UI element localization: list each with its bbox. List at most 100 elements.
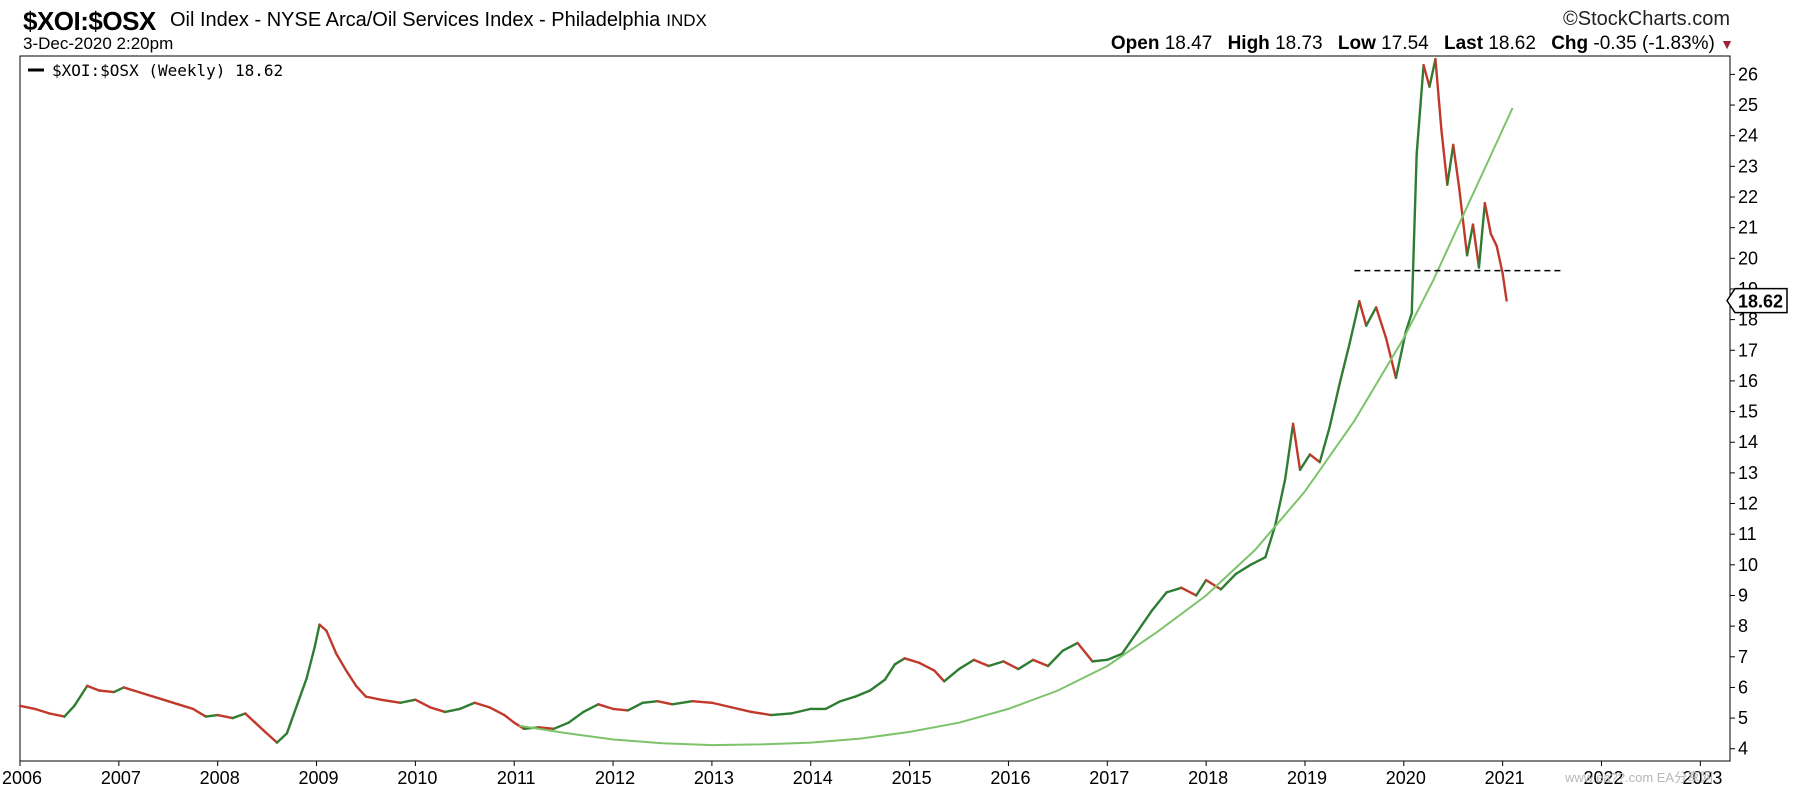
price-segment (176, 703, 195, 711)
y-tick-label: 6 (1738, 677, 1748, 697)
x-tick-label: 2013 (694, 768, 734, 788)
price-segment (305, 646, 316, 680)
y-tick-label: 12 (1738, 494, 1758, 514)
last-value: 18.62 (1488, 33, 1536, 54)
y-tick-label: 18 (1738, 310, 1758, 330)
trend-curve (519, 107, 1514, 747)
x-tick-label: 2018 (1188, 768, 1228, 788)
y-tick-label: 25 (1738, 95, 1758, 115)
last-value-tag-shape (1726, 287, 1788, 314)
low-value: 17.54 (1381, 33, 1429, 54)
price-segment (354, 684, 368, 698)
y-tick-label: 21 (1738, 218, 1758, 238)
price-segment (162, 698, 180, 706)
copyright-icon: © (1562, 8, 1578, 30)
price-segment (597, 703, 615, 711)
price-segment (789, 707, 812, 715)
price-segment (263, 730, 279, 744)
price-segment (364, 695, 382, 701)
price-segment (313, 623, 321, 649)
last-label: Last (1444, 33, 1484, 54)
price-segment (1120, 631, 1139, 655)
price-segment (567, 710, 585, 724)
price-segment (839, 695, 857, 703)
price-segment (1150, 591, 1168, 613)
price-segment (335, 652, 348, 672)
watermark: www.ea??.com EA分享网 (1564, 770, 1713, 785)
y-tick-label: 17 (1738, 340, 1758, 360)
y-tick-label: 10 (1738, 555, 1758, 575)
high-value: 18.73 (1275, 33, 1323, 54)
price-segment (582, 703, 600, 714)
price-segment (63, 704, 76, 718)
y-tick-label: 15 (1738, 402, 1758, 422)
open-value: 18.47 (1164, 33, 1213, 54)
price-segment (122, 686, 135, 692)
price-segment (641, 700, 659, 704)
brand-name: StockCharts.com (1577, 8, 1730, 30)
price-segment (1091, 658, 1109, 663)
price-segment (503, 713, 516, 724)
price-segment (1501, 272, 1508, 302)
price-segment (883, 663, 896, 681)
price-segment (671, 700, 694, 706)
exchange-code: INDX (666, 11, 707, 30)
price-segment (957, 658, 976, 671)
price-segment (1446, 143, 1455, 186)
price-segment (1483, 201, 1492, 235)
price-segment (1477, 201, 1487, 269)
price-segment (1298, 453, 1312, 472)
x-tick-label: 2022 (1583, 768, 1623, 788)
price-segment (1338, 342, 1351, 386)
price-segment (1195, 578, 1208, 597)
price-segment (690, 700, 714, 704)
y-tick-label: 16 (1738, 371, 1758, 391)
price-segment (1495, 244, 1504, 275)
price-segment (1204, 578, 1223, 591)
price-segment (73, 684, 89, 708)
quote-datetime: 3-Dec-2020 2:20pm (23, 34, 174, 53)
open-label: Open (1110, 33, 1160, 54)
x-axis: 2006 2007 2008 2009 2010 2011 2012 2013 2014 2015… (2, 761, 1722, 788)
price-segment (1135, 609, 1153, 634)
price-segment (513, 721, 526, 731)
price-segment (1465, 223, 1475, 257)
low-label: Low (1337, 33, 1376, 54)
quote-summary: Open 18.47 High 18.73 Low 17.54 Last 18.… (1111, 33, 1734, 55)
y-tick-label: 4 (1738, 739, 1748, 759)
price-segment (730, 706, 753, 714)
x-tick-label: 2021 (1485, 768, 1525, 788)
price-segment (443, 707, 462, 714)
price-segment (18, 704, 37, 711)
price-segment (458, 701, 476, 711)
x-tick-label: 2010 (397, 768, 437, 788)
price-segment (244, 712, 257, 724)
chg-value: -0.35 (-1.83%) (1593, 33, 1715, 54)
down-triangle-icon: ▼ (1720, 36, 1734, 52)
price-segment (987, 660, 1005, 668)
x-tick-label: 2016 (990, 768, 1030, 788)
price-segment (611, 707, 630, 712)
price-segment (626, 701, 644, 712)
last-value-label: 18.62 (1738, 292, 1783, 312)
price-segment (86, 684, 101, 692)
legend: $XOI:$OSX (Weekly) 18.62 (28, 61, 283, 80)
brand[interactable]: ©StockCharts.com (1563, 8, 1730, 31)
price-segment (254, 721, 267, 734)
high-label: High (1227, 33, 1270, 54)
price-segment (918, 661, 936, 672)
price-segment (1219, 572, 1237, 591)
price-segment (33, 707, 51, 715)
price-segment (972, 658, 990, 668)
price-segment (295, 677, 308, 708)
price-segment (97, 689, 116, 694)
price-segment (473, 701, 491, 709)
price-segment (1165, 586, 1183, 594)
price-segment (1358, 300, 1368, 327)
price-segment (933, 669, 946, 683)
price-segment (1017, 658, 1035, 671)
price-segment (132, 689, 150, 697)
price-segment (1374, 306, 1388, 340)
price-segment (1434, 57, 1443, 131)
